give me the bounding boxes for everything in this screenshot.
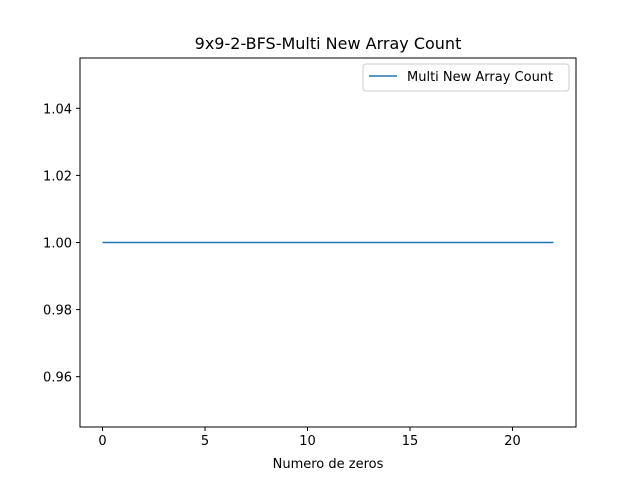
chart-title: 9x9-2-BFS-Multi New Array Count: [195, 34, 462, 53]
y-tick-label: 1.00: [43, 237, 72, 252]
x-axis-label: Numero de zeros: [273, 457, 384, 472]
legend: Multi New Array Count: [362, 63, 570, 92]
legend-box: [362, 63, 570, 92]
plot-area: 0 5 10 15 20 0.96 0.98 1.00 1.02 1.04: [43, 57, 577, 449]
y-tick-label: 0.98: [43, 304, 72, 319]
y-axis-ticks: 0.96 0.98 1.00 1.02 1.04: [43, 102, 80, 386]
x-tick-label: 15: [402, 434, 419, 449]
x-axis-ticks: 0 5 10 15 20: [98, 427, 521, 449]
x-tick-label: 10: [299, 434, 316, 449]
y-tick-label: 1.02: [43, 169, 72, 184]
x-tick-label: 5: [201, 434, 209, 449]
x-tick-label: 20: [504, 434, 521, 449]
x-tick-label: 0: [98, 434, 106, 449]
legend-label: Multi New Array Count: [407, 70, 553, 85]
y-tick-label: 1.04: [43, 102, 72, 117]
y-tick-label: 0.96: [43, 371, 72, 386]
